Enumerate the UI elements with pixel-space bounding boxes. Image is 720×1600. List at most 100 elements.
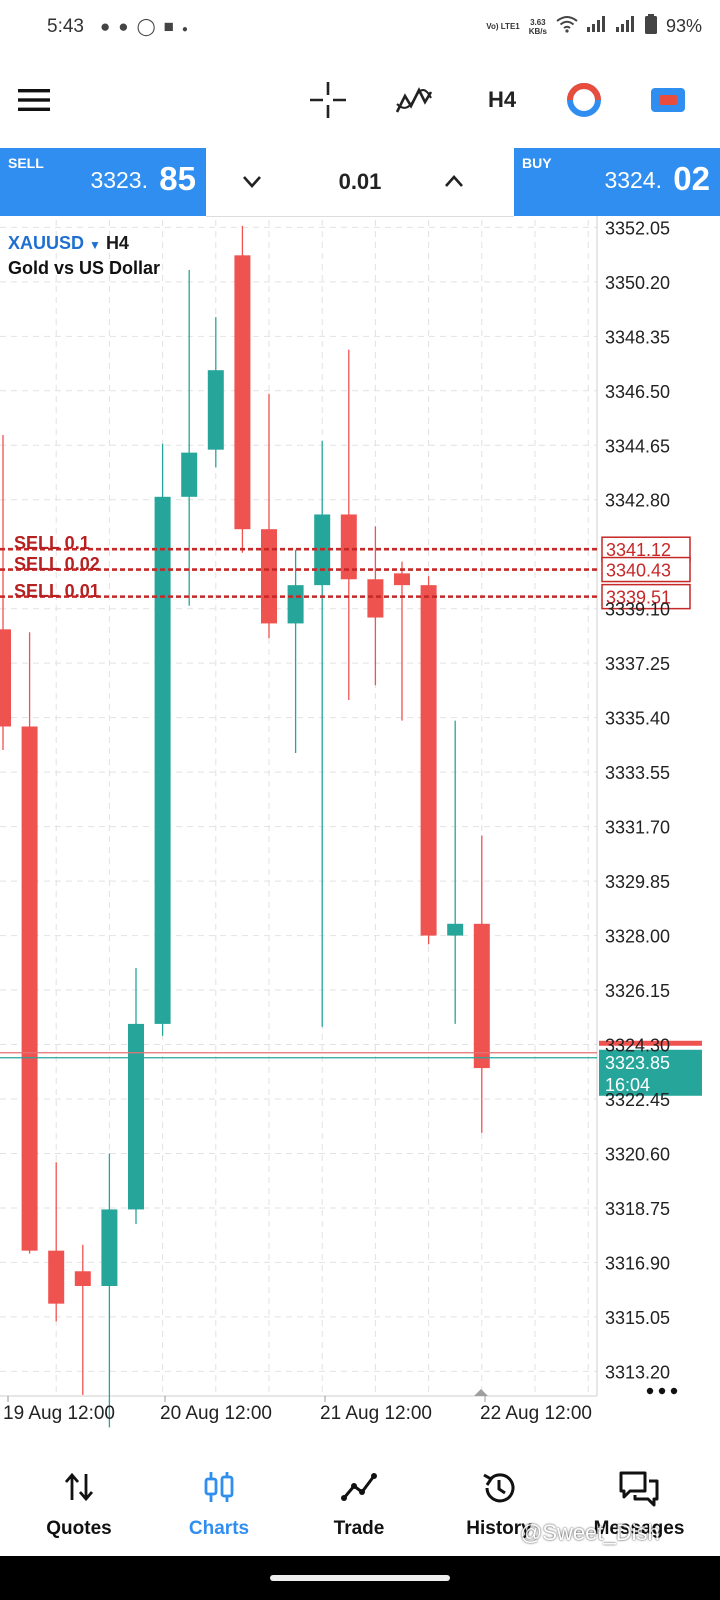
time-axis: 19 Aug 12:00 20 Aug 12:00 21 Aug 12:00 22 A… [3, 1389, 592, 1424]
charts-icon [147, 1470, 291, 1510]
bid-price-box [599, 1049, 702, 1096]
candle-body [287, 585, 304, 624]
whatsapp-icon: ◯ [136, 17, 164, 36]
indicators-icon[interactable] [392, 62, 436, 138]
price-tick-label: 3329.85 [605, 872, 670, 892]
price-tick-label: 3335.40 [605, 709, 670, 729]
ask-marker [599, 1040, 702, 1046]
candle-body [447, 923, 464, 936]
candle-body [473, 923, 490, 1069]
battery-level: 93% [665, 16, 702, 36]
timer-icon[interactable] [562, 62, 606, 138]
timeframe-button[interactable]: H4 [487, 87, 517, 112]
history-icon [427, 1470, 571, 1510]
sell-price-big: 85 [159, 160, 196, 197]
nav-charts-label: Charts [188, 1518, 250, 1539]
bar-countdown-label: 16:04 [605, 1075, 650, 1095]
trade-icon [287, 1470, 431, 1510]
price-tick-label: 3350.20 [605, 273, 670, 293]
crosshair-icon[interactable] [306, 62, 350, 138]
order-label: SELL 0.02 [14, 553, 100, 574]
chart-toolbar: H4 [0, 62, 720, 138]
order-price-label: 3340.43 [606, 561, 671, 581]
wifi-icon [556, 15, 578, 38]
time-tick-label: 20 Aug 12:00 [160, 1403, 272, 1424]
status-bar: 5:43 ●●◯■● Vo) LTE1 3.63 KB/s 93% [0, 0, 720, 56]
buy-price-big: 02 [673, 160, 710, 197]
price-tick-label: 3315.05 [605, 1308, 670, 1328]
status-right: Vo) LTE1 3.63 KB/s 93% [486, 14, 702, 39]
nav-charts[interactable]: Charts [147, 1456, 291, 1556]
price-tick-label: 3337.25 [605, 654, 670, 674]
more-options-icon[interactable] [646, 1382, 678, 1400]
nav-messages-label: Messages [593, 1518, 685, 1539]
symbol-timeframe: H4 [105, 233, 129, 253]
price-tick-label: 3331.70 [605, 818, 670, 838]
order-label: SELL 0.1 [14, 533, 90, 554]
status-time: 5:43 [47, 16, 84, 37]
candle-body [207, 370, 224, 450]
candle-body [394, 573, 410, 586]
candle-body [21, 726, 38, 1251]
chart-grid [0, 216, 598, 1397]
candle-body [48, 1250, 65, 1304]
nav-trade[interactable]: Trade [287, 1456, 431, 1556]
candle-body [340, 514, 357, 580]
price-tick-label: 3352.05 [605, 218, 670, 238]
chart-symbol-header[interactable]: XAUUSD ▼ H4 [8, 233, 129, 254]
scroll-marker-icon [474, 1389, 488, 1396]
lot-size-value[interactable]: 0.01 [338, 169, 382, 194]
buy-button[interactable]: BUY 3324. 02 [514, 148, 720, 216]
price-tick-label: 3328.00 [605, 927, 670, 947]
sell-label: SELL [8, 155, 44, 171]
notification-icons: ●●◯■● [100, 17, 196, 37]
candle-body [74, 1271, 91, 1286]
price-tick-label: 3324.30 [605, 1036, 670, 1056]
candle-body [234, 255, 251, 530]
time-tick-label: 19 Aug 12:00 [3, 1403, 115, 1424]
price-tick-label: 3313.20 [605, 1362, 670, 1382]
objects-icon[interactable] [646, 62, 690, 138]
buy-price-main: 3324. [604, 167, 662, 193]
nav-trade-label: Trade [333, 1518, 385, 1539]
candle-body [367, 579, 384, 618]
network-type: Vo) LTE1 [486, 22, 520, 31]
nav-history[interactable]: History [427, 1456, 571, 1556]
menu-icon[interactable] [14, 62, 54, 138]
candle-body [0, 629, 11, 727]
nav-messages[interactable]: Messages [567, 1456, 711, 1556]
nav-quotes[interactable]: Quotes [7, 1456, 151, 1556]
increase-lot-icon[interactable] [444, 168, 464, 201]
sell-button[interactable]: SELL 3323. 85 [0, 148, 206, 216]
price-tick-label: 3348.35 [605, 327, 670, 347]
bid-price-label: 3323.85 [605, 1053, 670, 1073]
battery-icon [644, 14, 657, 39]
quotes-icon [7, 1470, 151, 1510]
messages-icon [567, 1470, 711, 1510]
decrease-lot-icon[interactable] [242, 168, 262, 201]
order-price-label: 3341.12 [606, 540, 671, 560]
more-dot-icon: ● [181, 24, 196, 35]
order-price-label: 3339.51 [606, 588, 671, 608]
home-indicator[interactable] [270, 1575, 450, 1581]
price-tick-label: 3339.10 [605, 600, 670, 620]
candles [0, 225, 490, 1428]
candle-body [101, 1209, 118, 1286]
candle-body [261, 529, 277, 624]
price-tick-label: 3342.80 [605, 491, 670, 511]
price-tick-label: 3333.55 [605, 763, 670, 783]
candle-body [420, 585, 437, 936]
symbol-description: Gold vs US Dollar [8, 258, 161, 278]
chat-icon: ● [118, 17, 137, 36]
signal-icon [586, 16, 607, 37]
price-tick-label: 3322.45 [605, 1090, 670, 1110]
watermark-text: @Sweet_Dish [520, 1520, 660, 1545]
bottom-navigation: Quotes Charts Trade History Messages [0, 1456, 720, 1556]
order-label: SELL 0.01 [14, 580, 100, 601]
signal-icon-2 [615, 16, 636, 37]
time-tick-label: 21 Aug 12:00 [320, 1403, 432, 1424]
nav-history-label: History [466, 1518, 532, 1539]
facebook-icon: ■ [163, 17, 182, 36]
